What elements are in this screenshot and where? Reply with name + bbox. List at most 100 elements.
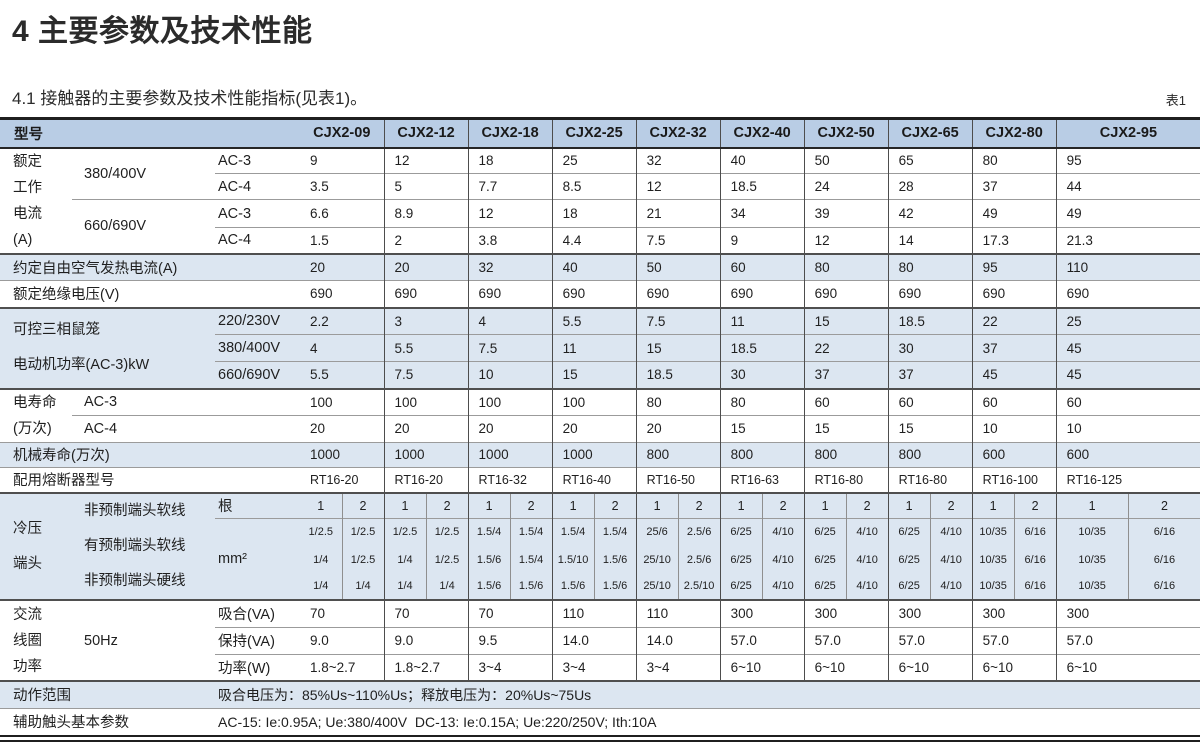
table-cell: 20 bbox=[300, 252, 385, 281]
row-group-label: 交流 线圈 功率 bbox=[0, 599, 72, 681]
table-row: 约定自由空气发热电流(A) 20 20 32 40 50 60 80 80 95 110 bbox=[0, 252, 1200, 281]
row-sublabel: 380/400V bbox=[84, 165, 147, 182]
table-row: 保持(VA) 9.0 9.0 9.5 14.0 14.0 57.0 57.0 57.0 57.0… bbox=[0, 626, 1200, 654]
table-cell: RT16-50 bbox=[635, 466, 721, 493]
table-cell: 100 bbox=[551, 387, 637, 416]
table-cell: 80 bbox=[635, 387, 721, 416]
table-cell: 100 bbox=[300, 387, 385, 416]
table-cell: 20 bbox=[467, 414, 553, 442]
table-cell: 6/16 bbox=[1127, 517, 1200, 546]
row-sublabel: AC-3 bbox=[215, 199, 301, 228]
table-cell: 95 bbox=[1055, 147, 1200, 174]
table-cell: 2 bbox=[929, 492, 973, 518]
table-cell: 1 bbox=[887, 492, 931, 518]
table-cell: 3 bbox=[383, 306, 469, 335]
model-column-header: CJX2-25 bbox=[551, 118, 637, 149]
table-cell: 1.5/6 bbox=[551, 573, 595, 600]
table-cell: 22 bbox=[971, 306, 1057, 335]
table-cell: 1.5/6 bbox=[593, 546, 637, 573]
row-sublabel: 220/230V bbox=[215, 306, 301, 335]
table-cell: 2 bbox=[341, 492, 385, 518]
table-row: 660/690V AC-3 6.6 8.9 12 18 21 34 39 42 49 49 bbox=[0, 199, 1200, 254]
table-cell: 4/10 bbox=[761, 546, 805, 573]
table-number-label: 表1 bbox=[1165, 93, 1186, 108]
table-row: AC-4 1.5 2 3.8 4.4 7.5 9 12 14 17.3 21.3 bbox=[0, 227, 1200, 254]
table-cell: 800 bbox=[803, 441, 889, 467]
table-cell: 6.6 bbox=[300, 199, 385, 228]
row-label: 额定绝缘电压(V) bbox=[0, 280, 301, 308]
table-cell: 14 bbox=[887, 227, 973, 254]
table-cell: 15 bbox=[719, 414, 805, 442]
table-cell: 1 bbox=[971, 492, 1015, 518]
table-cell: 60 bbox=[719, 252, 805, 281]
table-cell: 2 bbox=[593, 492, 637, 518]
table-cell: 1/2.5 bbox=[383, 517, 427, 546]
table-row: 交流 线圈 功率 50Hz 吸合(VA) 70 70 70 110 110 300 300 3… bbox=[0, 599, 1200, 681]
table-cell: 1/4 bbox=[313, 553, 329, 566]
table-cell: 20 bbox=[383, 252, 469, 281]
table-cell: 11 bbox=[719, 306, 805, 335]
row-label: 机械寿命(万次) bbox=[0, 441, 301, 467]
table-cell: 7.7 bbox=[467, 173, 553, 200]
table-cell: 18.5 bbox=[719, 334, 805, 362]
table-cell: 690 bbox=[383, 280, 469, 308]
row-sublabel: AC-3 bbox=[72, 387, 301, 416]
table-cell: 690 bbox=[635, 280, 721, 308]
table-cell: 70 bbox=[383, 599, 469, 627]
row-label: 约定自由空气发热电流(A) bbox=[0, 252, 301, 281]
table-cell: 3~4 bbox=[635, 653, 721, 681]
table-cell: 1 bbox=[551, 492, 595, 518]
table-cell: 4/10 bbox=[845, 546, 889, 573]
subtitle-row: 4.1 接触器的主要参数及技术性能指标(见表1)。 表1 bbox=[12, 84, 1186, 109]
page-title: 4 主要参数及技术性能 bbox=[12, 15, 313, 48]
model-header-label: 型号 bbox=[0, 118, 301, 149]
table-cell: 60 bbox=[1055, 387, 1200, 416]
model-column-header: CJX2-18 bbox=[467, 118, 553, 149]
table-cell: 4/10 bbox=[761, 573, 805, 600]
table-cell: 40 bbox=[719, 147, 805, 174]
table-cell: RT16-125 bbox=[1055, 466, 1200, 493]
table-cell: 1 bbox=[803, 492, 847, 518]
table-cell: 12 bbox=[467, 199, 553, 228]
table-cell: 100 bbox=[467, 387, 553, 416]
table-cell: 6/25 bbox=[803, 546, 847, 573]
table-cell: 2.5/10 bbox=[677, 573, 721, 600]
model-column-header: CJX2-80 bbox=[971, 118, 1057, 149]
table-cell: 1.5/4 bbox=[551, 517, 595, 546]
table-cell: 690 bbox=[971, 280, 1057, 308]
table-cell: 37 bbox=[971, 173, 1057, 200]
row-sublabel: AC-4 bbox=[72, 414, 301, 442]
table-cell: 10/35 bbox=[971, 573, 1015, 600]
table-cell: 60 bbox=[971, 387, 1057, 416]
table-cell: 39 bbox=[803, 199, 889, 228]
table-cell: 42 bbox=[887, 199, 973, 228]
table-cell: 30 bbox=[719, 361, 805, 389]
table-cell: 2 bbox=[425, 492, 469, 518]
table-cell: 2 bbox=[383, 227, 469, 254]
table-cell: 9.0 bbox=[300, 626, 385, 654]
table-cell: 10/35 bbox=[971, 517, 1015, 546]
table-cell: 2.5/6 bbox=[677, 546, 721, 573]
table-cell: 1/4 bbox=[313, 580, 329, 592]
model-column-header: CJX2-09 bbox=[300, 118, 385, 149]
table-cell: 3~4 bbox=[467, 653, 553, 681]
table-cell: 1000 bbox=[467, 441, 553, 467]
table-cell: 1 bbox=[383, 492, 427, 518]
table-cell: 2 bbox=[677, 492, 721, 518]
row-sublabel: 380/400V bbox=[215, 334, 301, 362]
table-cell: 8.9 bbox=[383, 199, 469, 228]
table-cell: 1 bbox=[1055, 492, 1129, 518]
row-label: 辅助触头基本参数 bbox=[0, 707, 215, 736]
table-cell: 45 bbox=[971, 361, 1057, 389]
table-cell: 6/16 bbox=[1013, 546, 1057, 573]
table-cell: 1/4 bbox=[425, 573, 469, 600]
row-value: AC-15: Ie:0.95A; Ue:380/400V DC-13: Ie:0… bbox=[215, 707, 1200, 736]
table-cell: 57.0 bbox=[719, 626, 805, 654]
table-cell: 4 bbox=[300, 334, 385, 362]
row-sublabel: AC-4 bbox=[215, 173, 301, 200]
table-cell: 6/16 bbox=[1013, 573, 1057, 600]
table-cell: 800 bbox=[887, 441, 973, 467]
table-cell: 25/10 bbox=[635, 573, 679, 600]
model-column-header: CJX2-32 bbox=[635, 118, 721, 149]
model-column-header: CJX2-12 bbox=[383, 118, 469, 149]
